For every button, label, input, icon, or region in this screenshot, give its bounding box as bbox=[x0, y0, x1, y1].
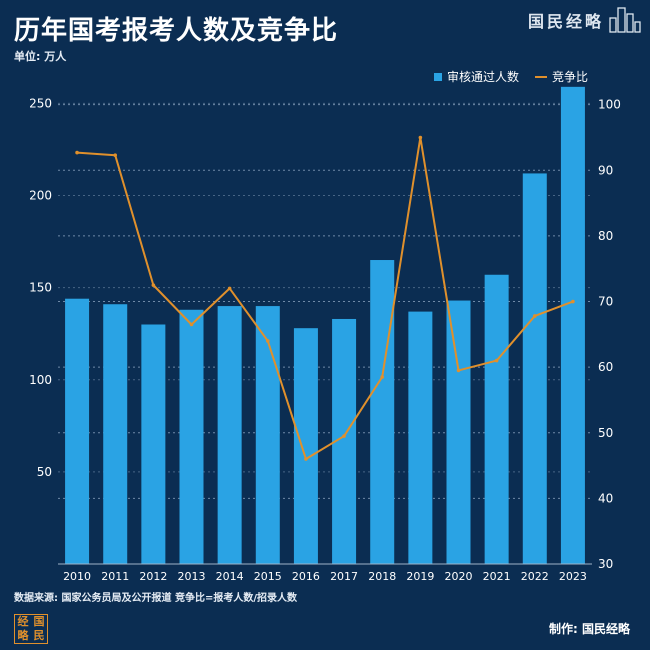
bar bbox=[522, 173, 547, 564]
bar bbox=[370, 260, 395, 564]
y-left-tick-label: 150 bbox=[29, 281, 52, 295]
seal-char: 略 bbox=[17, 629, 29, 642]
bar bbox=[446, 300, 471, 564]
x-tick-label: 2023 bbox=[559, 570, 587, 583]
line-point bbox=[571, 299, 575, 304]
bar bbox=[408, 311, 433, 564]
y-left-tick-label: 250 bbox=[29, 96, 52, 110]
legend-bar-label: 审核通过人数 bbox=[446, 70, 519, 84]
y-right-tick-label: 70 bbox=[598, 295, 613, 309]
y-left-tick-label: 100 bbox=[29, 373, 52, 387]
y-left-tick-label: 50 bbox=[37, 465, 52, 479]
legend-line-label: 竞争比 bbox=[551, 70, 588, 84]
bar bbox=[484, 274, 509, 564]
line-point bbox=[113, 153, 118, 158]
x-tick-label: 2010 bbox=[63, 570, 91, 583]
y-right-tick-label: 60 bbox=[598, 360, 613, 374]
buildings-icon bbox=[609, 7, 641, 33]
bar bbox=[179, 309, 204, 564]
x-tick-label: 2015 bbox=[254, 570, 282, 583]
y-right-tick-label: 80 bbox=[598, 229, 613, 243]
x-tick-label: 2016 bbox=[292, 570, 320, 583]
chart-title: 历年国考报考人数及竞争比 bbox=[14, 16, 339, 46]
y-right-tick-label: 40 bbox=[598, 491, 613, 505]
legend: 审核通过人数 竞争比 bbox=[433, 68, 588, 85]
bar bbox=[103, 304, 128, 564]
line-point bbox=[342, 434, 346, 438]
line-point bbox=[418, 135, 423, 140]
line-point bbox=[189, 322, 194, 327]
line-point bbox=[265, 339, 270, 343]
y-right-tick-label: 90 bbox=[598, 163, 613, 177]
x-tick-label: 2017 bbox=[330, 570, 358, 583]
legend-bar-swatch bbox=[433, 72, 442, 81]
producer-credit: 制作: 国民经略 bbox=[549, 622, 630, 636]
x-tick-label: 2011 bbox=[101, 570, 129, 583]
bar bbox=[217, 306, 242, 564]
line-point bbox=[380, 375, 385, 379]
x-tick-label: 2021 bbox=[483, 570, 511, 583]
legend-line-swatch bbox=[534, 75, 547, 78]
chart-area: 50 100 150 200 250 30 40 50 60 70 80 90 100 2010 2011 2… bbox=[29, 86, 621, 583]
bar bbox=[65, 298, 90, 564]
seal-char: 民 bbox=[33, 629, 45, 642]
bar bbox=[560, 86, 585, 564]
x-tick-label: 2013 bbox=[178, 570, 206, 583]
seal-char: 国 bbox=[33, 615, 45, 628]
line-point bbox=[75, 150, 79, 155]
x-tick-label: 2019 bbox=[406, 570, 434, 583]
bar bbox=[255, 306, 280, 564]
x-tick-label: 2014 bbox=[216, 570, 244, 583]
legend-item-bar: 审核通过人数 bbox=[433, 68, 519, 85]
x-tick-label: 2022 bbox=[521, 570, 549, 583]
x-tick-label: 2012 bbox=[139, 570, 167, 583]
bar bbox=[293, 328, 318, 564]
x-tick-label: 2018 bbox=[368, 570, 396, 583]
brand-seal: 经 国 略 民 bbox=[14, 614, 48, 644]
y-left-tick-label: 200 bbox=[29, 189, 52, 203]
line-point bbox=[227, 286, 232, 291]
line-point bbox=[304, 457, 308, 461]
bar bbox=[141, 324, 166, 564]
line-point bbox=[494, 358, 499, 363]
data-source-note: 数据来源: 国家公务员局及公开报道 竞争比=报考人数/招录人数 bbox=[14, 593, 297, 604]
x-tick-label: 2020 bbox=[445, 570, 473, 583]
legend-item-line: 竞争比 bbox=[534, 68, 588, 85]
seal-char: 经 bbox=[17, 615, 29, 628]
y-right-tick-label: 30 bbox=[598, 557, 613, 571]
line-point bbox=[151, 283, 156, 287]
line-point bbox=[532, 314, 537, 318]
competition-ratio-line bbox=[77, 136, 574, 461]
y-right-tick-label: 100 bbox=[598, 98, 621, 112]
y-right-tick-label: 50 bbox=[598, 426, 613, 440]
line-point bbox=[456, 368, 461, 373]
brand-logo-text: 国民经略 bbox=[527, 12, 604, 31]
unit-label: 单位: 万人 bbox=[14, 50, 67, 63]
